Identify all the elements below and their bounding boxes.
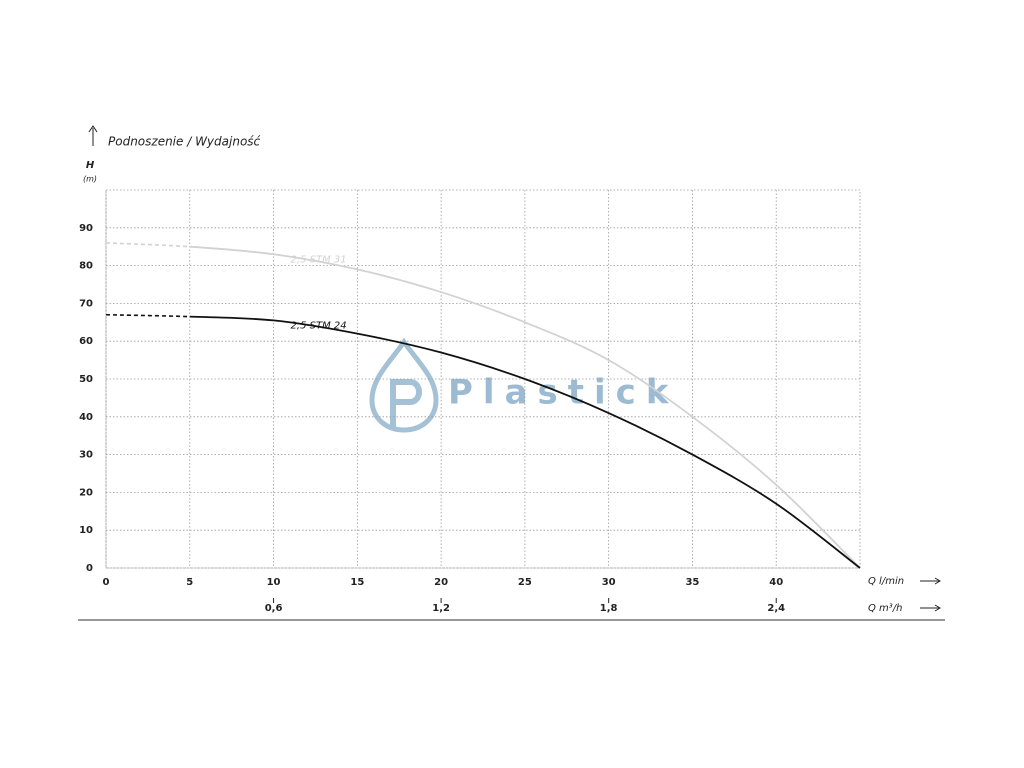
watermark: Plastick [448,373,678,413]
x-tick-label: 25 [518,577,532,588]
y-tick-label: 80 [79,261,93,272]
y-tick-label: 70 [79,298,93,309]
y-arrow-head [88,125,98,133]
y-tick-label: 20 [79,487,93,498]
chart-title: Podnoszenie / Wydajność [108,135,261,149]
x2-axis-label: Q m³/h [868,603,903,614]
x2-tick-label: 1,2 [432,603,450,614]
y-tick-label: 50 [79,374,93,385]
series-label: 2,5 STM 31 [291,254,347,265]
y-tick-label: 60 [79,336,93,347]
y-tick-label: 90 [79,223,93,234]
watermark-logo [369,337,439,433]
x2-tick-label: 0,6 [265,603,283,614]
x-tick-label: 0 [103,577,110,588]
y-tick-label: 40 [79,412,93,423]
y-tick-label: 0 [86,563,93,574]
y-tick-label: 30 [79,450,93,461]
y-tick-label: 10 [79,525,93,536]
x-axis-label: Q l/min [868,576,904,587]
x-tick-label: 20 [434,577,448,588]
x-tick-label: 30 [602,577,616,588]
x-tick-label: 35 [685,577,699,588]
x-arrow [920,577,941,585]
x2-tick-label: 2,4 [767,603,785,614]
x2-arrow [920,604,941,612]
curve [189,245,861,569]
x2-tick-label: 1,8 [600,603,618,614]
curve [189,315,861,569]
y-axis-label: H [86,160,95,171]
y-axis-unit: (m) [83,175,97,184]
x-tick-label: 40 [769,577,783,588]
x-tick-label: 5 [186,577,193,588]
series-label: 2,5 STM 24 [291,320,347,331]
x-tick-label: 10 [267,577,281,588]
x-tick-label: 15 [350,577,364,588]
